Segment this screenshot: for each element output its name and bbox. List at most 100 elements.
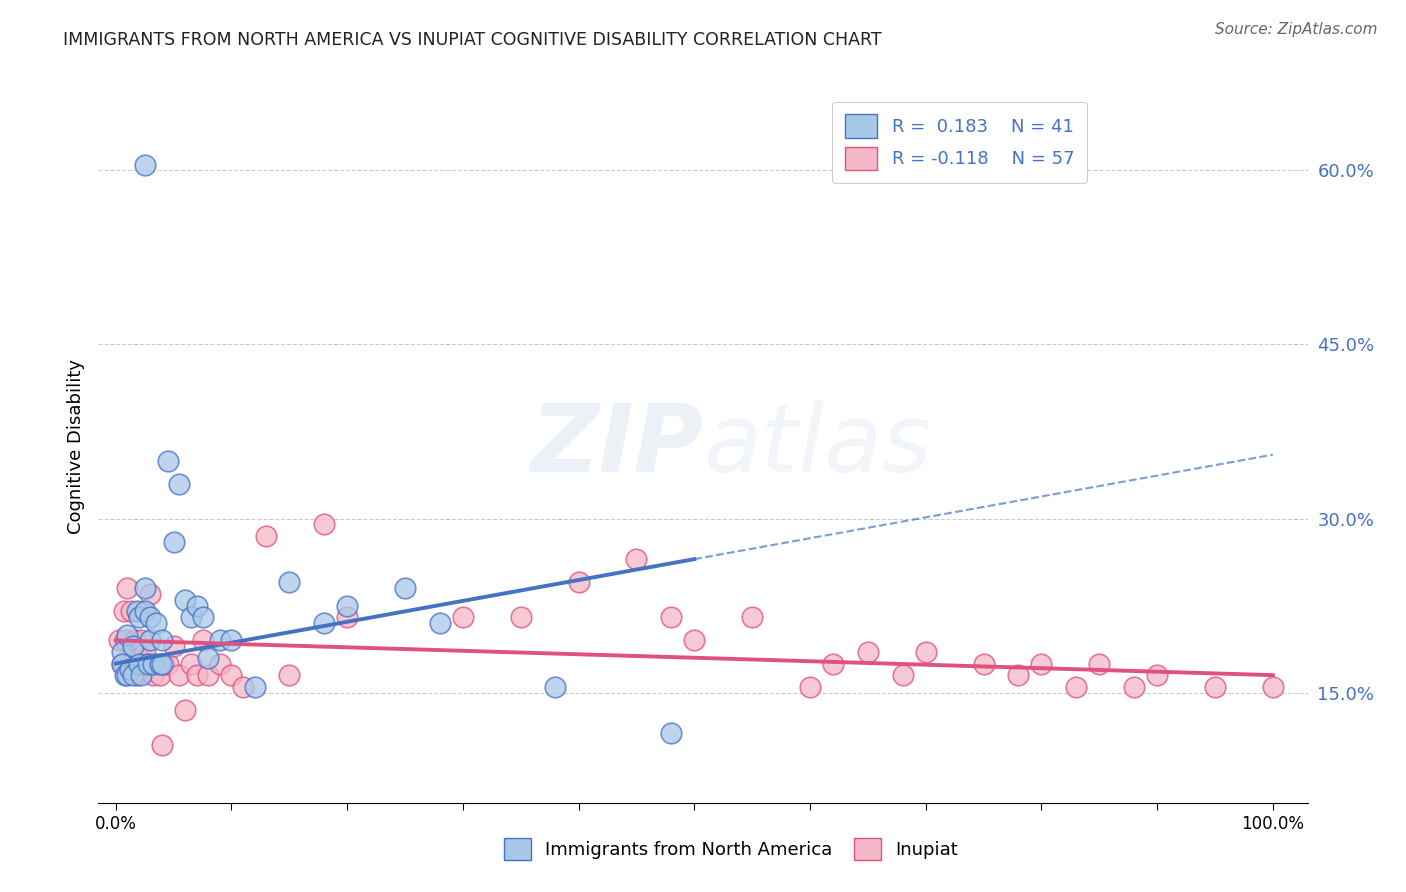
Point xyxy=(336,599,359,613)
Point xyxy=(150,738,173,752)
Point xyxy=(142,657,165,671)
Point xyxy=(110,657,132,671)
Point xyxy=(128,610,150,624)
Point xyxy=(162,639,184,653)
Point xyxy=(659,610,682,624)
Text: Source: ZipAtlas.com: Source: ZipAtlas.com xyxy=(1215,22,1378,37)
Point xyxy=(114,668,136,682)
Point xyxy=(394,581,416,595)
Point xyxy=(149,668,172,682)
Point xyxy=(1064,680,1087,694)
Point xyxy=(110,645,132,659)
Point xyxy=(891,668,914,682)
Point xyxy=(118,662,141,676)
Point xyxy=(741,610,763,624)
Point xyxy=(568,575,591,590)
Point xyxy=(129,633,152,648)
Point xyxy=(139,587,162,601)
Point xyxy=(136,657,159,671)
Point xyxy=(799,680,821,694)
Point xyxy=(1007,668,1029,682)
Text: IMMIGRANTS FROM NORTH AMERICA VS INUPIAT COGNITIVE DISABILITY CORRELATION CHART: IMMIGRANTS FROM NORTH AMERICA VS INUPIAT… xyxy=(63,31,882,49)
Point xyxy=(134,581,156,595)
Point xyxy=(117,581,139,595)
Point xyxy=(150,657,173,671)
Point xyxy=(197,650,219,665)
Point xyxy=(162,534,184,549)
Point xyxy=(1088,657,1111,671)
Point xyxy=(659,726,682,740)
Point xyxy=(169,668,191,682)
Point xyxy=(139,633,162,648)
Point xyxy=(110,657,132,671)
Point xyxy=(191,610,214,624)
Point xyxy=(120,604,142,618)
Point xyxy=(278,668,301,682)
Point xyxy=(112,604,135,618)
Point xyxy=(122,668,145,682)
Point xyxy=(626,552,648,566)
Point xyxy=(451,610,474,624)
Point xyxy=(131,657,153,671)
Point xyxy=(136,657,159,671)
Point xyxy=(156,657,179,671)
Point xyxy=(1261,680,1284,694)
Text: atlas: atlas xyxy=(703,401,931,491)
Point xyxy=(145,615,167,630)
Point xyxy=(221,668,243,682)
Point xyxy=(973,657,995,671)
Point xyxy=(134,645,156,659)
Point xyxy=(1146,668,1168,682)
Point xyxy=(117,668,139,682)
Point xyxy=(1123,680,1146,694)
Point xyxy=(208,633,231,648)
Point xyxy=(169,476,191,491)
Point xyxy=(125,604,148,618)
Point xyxy=(174,703,197,717)
Point xyxy=(278,575,301,590)
Point xyxy=(108,633,131,648)
Point xyxy=(208,657,231,671)
Point xyxy=(122,645,145,659)
Point xyxy=(125,668,148,682)
Text: ZIP: ZIP xyxy=(530,400,703,492)
Point xyxy=(128,650,150,665)
Point xyxy=(312,517,335,532)
Legend: R =  0.183    N = 41, R = -0.118    N = 57: R = 0.183 N = 41, R = -0.118 N = 57 xyxy=(832,102,1087,183)
Point xyxy=(191,633,214,648)
Point xyxy=(117,627,139,641)
Point xyxy=(254,529,277,543)
Point xyxy=(823,657,845,671)
Point xyxy=(186,668,208,682)
Point xyxy=(186,599,208,613)
Point xyxy=(243,680,266,694)
Point xyxy=(509,610,531,624)
Point xyxy=(142,668,165,682)
Point xyxy=(150,633,173,648)
Point xyxy=(544,680,567,694)
Point xyxy=(145,657,167,671)
Point xyxy=(149,657,172,671)
Point xyxy=(429,615,451,630)
Point xyxy=(180,610,202,624)
Point xyxy=(134,604,156,618)
Point xyxy=(118,657,141,671)
Point xyxy=(124,633,146,648)
Point xyxy=(122,639,145,653)
Point xyxy=(1031,657,1053,671)
Point xyxy=(336,610,359,624)
Point xyxy=(312,615,335,630)
Legend: Immigrants from North America, Inupiat: Immigrants from North America, Inupiat xyxy=(496,830,966,867)
Point xyxy=(153,657,176,671)
Point xyxy=(134,158,156,172)
Point xyxy=(128,657,150,671)
Point xyxy=(174,592,197,607)
Point xyxy=(914,645,936,659)
Point xyxy=(180,657,202,671)
Point xyxy=(683,633,706,648)
Point xyxy=(139,610,162,624)
Y-axis label: Cognitive Disability: Cognitive Disability xyxy=(66,359,84,533)
Point xyxy=(856,645,879,659)
Point xyxy=(114,633,136,648)
Point xyxy=(221,633,243,648)
